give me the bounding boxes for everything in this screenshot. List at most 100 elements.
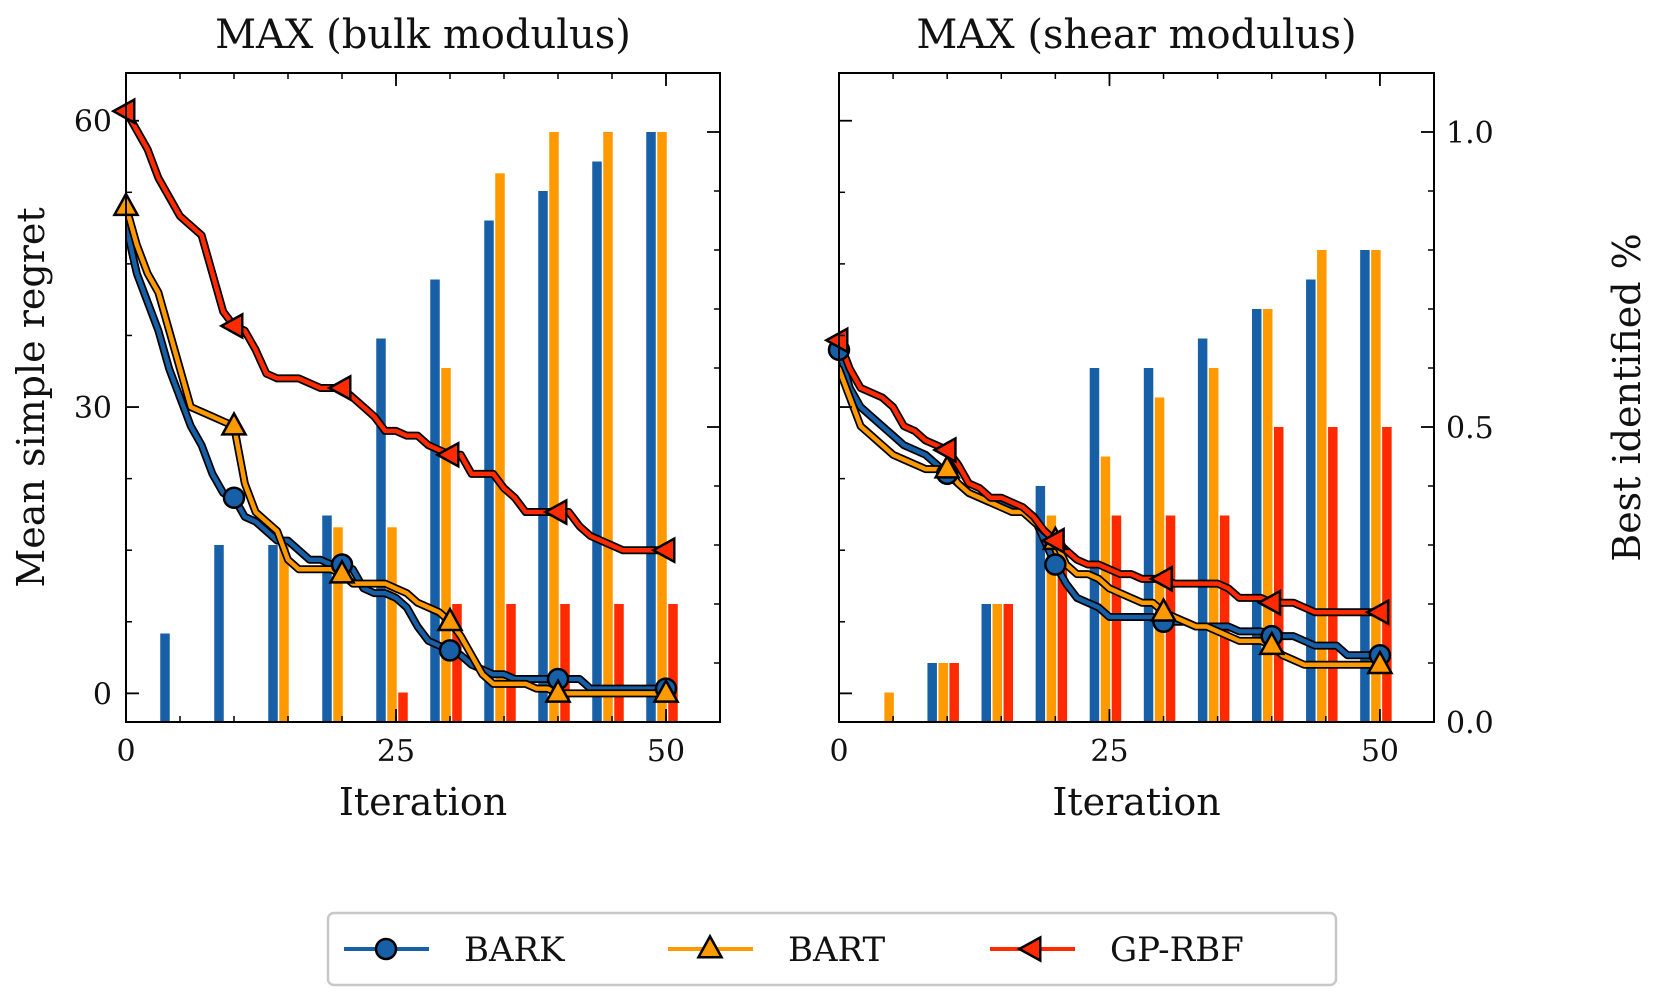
y2-axis-label: Best identified %: [1605, 233, 1649, 561]
bar-bart-15: [279, 545, 289, 722]
bar-gp-rbf-25: [398, 692, 408, 722]
legend-label-bart: BART: [788, 930, 886, 970]
bar-bart-45: [1317, 250, 1327, 722]
line-bark: [839, 347, 1383, 658]
x-tick-label: 25: [1090, 734, 1128, 769]
bar-bart-50: [1371, 250, 1381, 722]
lines-group: [126, 107, 670, 698]
bar-gp-rbf-15: [1003, 604, 1014, 722]
bar-bart-10: [938, 663, 948, 722]
bar-bark-50: [1360, 250, 1370, 722]
bar-bark-10: [927, 663, 937, 722]
bar-bark-25: [1089, 368, 1100, 722]
line-gp-rbf: [839, 337, 1383, 615]
line-bart: [839, 366, 1383, 667]
x-tick-label: 0: [829, 734, 848, 769]
legend-box: [326, 911, 1338, 987]
bar-bark-30: [430, 279, 440, 722]
line-bark: [126, 223, 669, 691]
legend-label-bark: BARK: [464, 930, 565, 970]
bar-gp-rbf-50: [668, 604, 678, 722]
marker-bart-30: [1149, 597, 1178, 622]
bar-bark-15: [981, 604, 992, 722]
panel-bulk-modulus: 0 25 50 0 30 60 MAX (bulk modulus) Iteration Mea…: [9, 12, 721, 824]
lines-group: [839, 336, 1384, 669]
bar-gp-rbf-40: [560, 604, 570, 722]
bar-bart-20: [333, 527, 343, 722]
bar-bart-30: [1154, 397, 1165, 722]
marker-bart-30: [436, 606, 464, 632]
line-outline-gp-rbf: [126, 107, 670, 555]
bar-bark-5: [160, 633, 170, 722]
bar-bart-40: [1262, 309, 1273, 722]
bar-bark-45: [1306, 279, 1316, 722]
bar-bark-20: [322, 515, 332, 722]
marker-bark-20: [1044, 553, 1067, 576]
marker-gp-rbf-20: [326, 374, 352, 402]
bar-bark-50: [646, 132, 656, 722]
marker-bark-30: [438, 639, 462, 662]
legend: BARK BART GP-RBF: [326, 911, 1338, 987]
x-tick-label: 50: [1361, 734, 1399, 769]
bar-bart-5: [884, 692, 894, 722]
y-tick-label: 60: [74, 105, 112, 140]
y2-tick-label: 0.0: [1446, 706, 1494, 741]
x-axis-label: Iteration: [339, 780, 507, 824]
marker-gp-rbf-40: [1256, 589, 1282, 617]
marker-gp-rbf-0: [110, 97, 136, 125]
x-tick-label: 25: [377, 734, 415, 769]
bar-bart-15: [992, 604, 1003, 722]
bar-bark-20: [1035, 486, 1046, 722]
bar-bart-25: [387, 527, 397, 722]
bar-gp-rbf-35: [1219, 515, 1230, 722]
bar-bark-35: [1197, 338, 1208, 722]
bar-bart-50: [657, 132, 667, 722]
bar-bark-40: [1251, 309, 1262, 722]
marker-bart-50: [1366, 649, 1394, 675]
bar-gp-rbf-20: [1057, 545, 1068, 722]
marker-bart-40: [544, 678, 572, 703]
marker-gp-rbf-10: [218, 312, 244, 340]
line-gp-rbf: [126, 108, 669, 553]
bar-bark-45: [592, 161, 602, 722]
bar-gp-rbf-30: [452, 604, 462, 722]
bar-gp-rbf-40: [1273, 427, 1284, 722]
x-tick-label: 50: [647, 734, 685, 769]
bar-bark-10: [214, 545, 224, 722]
legend-label-gp-rbf: GP-RBF: [1110, 930, 1244, 970]
chart-title: MAX (shear modulus): [916, 12, 1356, 58]
marker-gp-rbf-30: [434, 441, 460, 469]
marker-gp-rbf-20: [1040, 526, 1065, 555]
marker-bart-50: [652, 678, 680, 703]
legend-marker-gp-rbf: [1016, 935, 1042, 963]
line-bart: [126, 204, 669, 696]
bar-gp-rbf-45: [614, 604, 624, 722]
bar-gp-rbf-45: [1328, 427, 1338, 722]
x-tick-label: 0: [116, 734, 135, 769]
legend-marker-bark: [374, 937, 398, 961]
marker-bark-10: [222, 486, 246, 509]
marker-bart-10: [933, 453, 961, 479]
bar-bart-30: [441, 368, 451, 722]
y2-tick-label: 0.5: [1446, 411, 1494, 446]
axes-frame: [838, 72, 1435, 723]
legend-marker-bart: [696, 933, 724, 959]
bar-bart-45: [603, 132, 613, 722]
bar-bark-15: [268, 545, 278, 722]
marker-bart-10: [220, 410, 248, 436]
x-axis-label: Iteration: [1052, 780, 1220, 824]
axes-frame: [125, 72, 721, 723]
bar-bark-40: [538, 191, 548, 722]
y-axis-label: Mean simple regret: [9, 207, 53, 587]
bar-bark-30: [1143, 368, 1154, 722]
bar-gp-rbf-50: [1382, 427, 1392, 722]
marker-bart-40: [1258, 630, 1286, 656]
marker-gp-rbf-0: [823, 326, 849, 354]
marker-gp-rbf-10: [931, 436, 957, 464]
y2-tick-label: 1.0: [1446, 116, 1494, 151]
bar-bart-35: [495, 173, 505, 722]
marker-gp-rbf-30: [1148, 565, 1174, 593]
bar-gp-rbf-35: [506, 604, 516, 722]
panel-shear-modulus: 0 25 50 0.0 0.5 1.0 MAX (shear modulus) Iterati…: [823, 12, 1649, 824]
